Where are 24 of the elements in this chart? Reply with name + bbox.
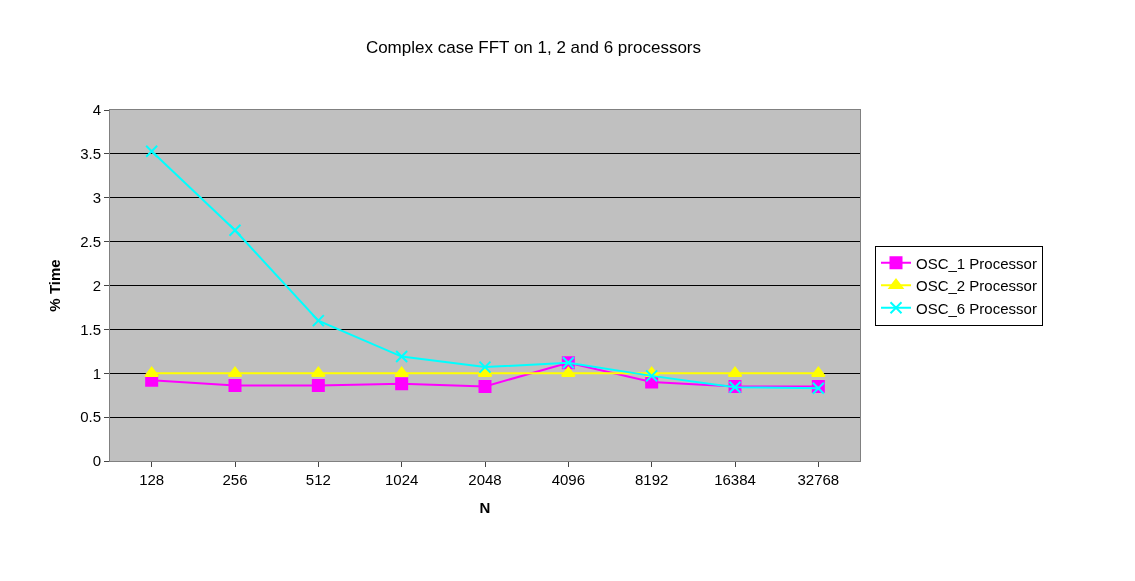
x-tick-label: 8192 [634, 471, 669, 488]
y-tick-label: 3.5 [80, 145, 101, 163]
x-tick-label: 32768 [797, 471, 840, 488]
x-tick-label: 16384 [714, 471, 756, 488]
legend-label: OSC_2 Processor [916, 277, 1037, 295]
y-tick-label: 1.5 [80, 320, 101, 338]
y-tick-label: 2 [92, 276, 101, 294]
legend-label: OSC_6 Processor [916, 299, 1037, 317]
x-tick-label: 512 [305, 471, 331, 488]
y-tick-label: 4 [92, 101, 101, 119]
y-tick-label: 3 [92, 189, 101, 206]
x-axis-title: N [479, 499, 491, 516]
x-tick-label: 4096 [551, 471, 586, 488]
y-tick-label: 0 [92, 452, 101, 470]
x-tick-label: 128 [139, 471, 165, 488]
x-tick-label: 1024 [384, 471, 419, 488]
legend-label: OSC_1 Processor [916, 254, 1037, 272]
y-tick-label: 1 [92, 364, 101, 382]
x-tick-label: 2048 [468, 471, 502, 488]
y-axis-title: % Time [46, 259, 64, 312]
x-tick-label: 256 [222, 471, 248, 488]
chart-title: Complex case FFT on 1, 2 and 6 processors [365, 37, 702, 57]
y-tick-label: 0.5 [80, 408, 101, 426]
y-tick-label: 2.5 [80, 232, 101, 250]
